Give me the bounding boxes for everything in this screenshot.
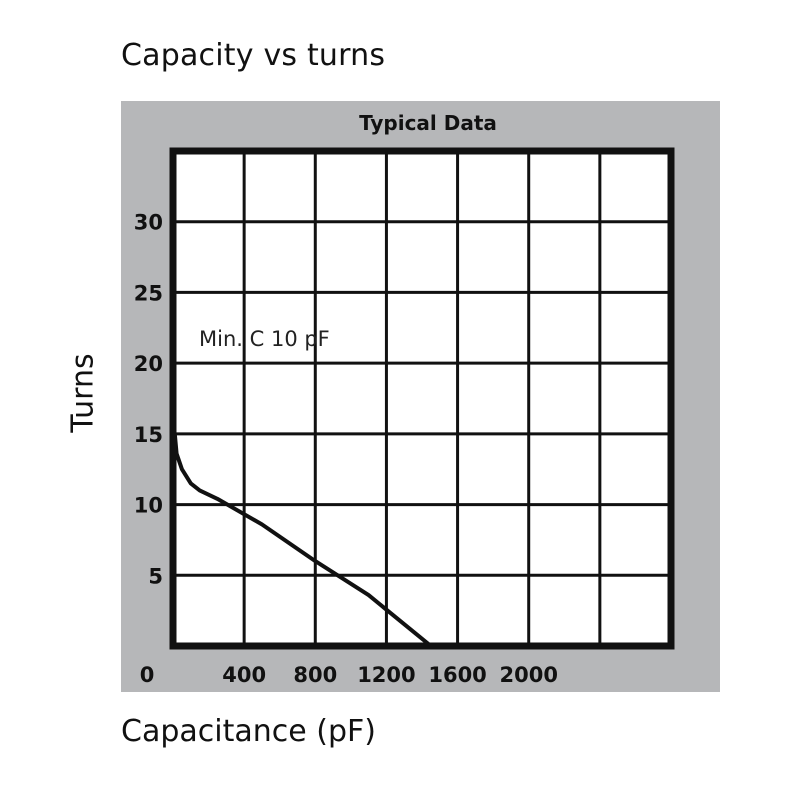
x-tick-label: 1600 [428,663,486,687]
grid [173,151,671,646]
x-tick-labels: 0 400 800 1200 1600 2000 [140,663,558,687]
chart-title: Capacity vs turns [121,38,386,73]
annotation-min-c: Min. C 10 pF [199,327,330,351]
x-tick-label: 400 [222,663,266,687]
y-tick-label: 25 [134,281,163,305]
x-axis-label: Capacitance (pF) [121,714,376,749]
y-tick-label: 15 [134,423,163,447]
y-tick-label: 30 [134,211,163,235]
plot-area [173,151,671,646]
x-tick-label: 1200 [357,663,415,687]
x-tick-label: 800 [293,663,337,687]
series-line [172,431,433,648]
x-tick-label: 0 [140,663,155,687]
y-tick-labels: 5 10 15 20 25 30 [134,211,163,589]
y-tick-label: 5 [148,564,163,588]
plot-border [169,147,675,650]
x-tick-label: 2000 [499,663,557,687]
y-tick-label: 10 [134,494,163,518]
y-tick-label: 20 [134,352,163,376]
chart-subtitle: Typical Data [359,111,497,135]
